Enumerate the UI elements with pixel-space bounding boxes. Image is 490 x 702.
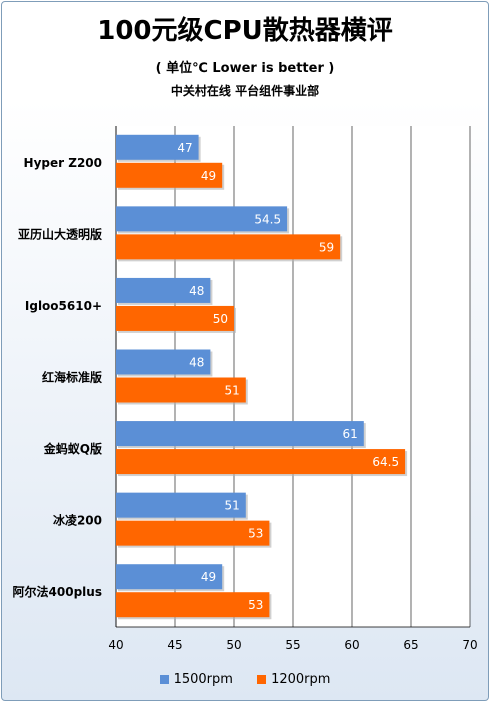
bar-1200rpm [116, 449, 406, 475]
category-label: 亚历山大透明版 [18, 226, 102, 241]
x-tick-label: 55 [285, 638, 300, 652]
legend-label-1500rpm: 1500rpm [173, 672, 233, 687]
bar-value-label: 49 [201, 570, 216, 584]
bar-1500rpm [116, 421, 364, 447]
category-label: Hyper Z200 [24, 156, 102, 170]
category-label: 红海标准版 [42, 370, 102, 385]
bar-value-label: 53 [248, 527, 263, 541]
chart-subtitle: ( 单位℃ Lower is better ) [155, 61, 335, 76]
legend-item-1500rpm: 1500rpm [159, 672, 233, 687]
x-tick-label: 50 [226, 638, 241, 652]
bar-1200rpm [116, 305, 234, 331]
bar-value-label: 61 [343, 427, 358, 441]
category-label: 冰凌200 [53, 513, 102, 528]
x-tick-label: 60 [344, 638, 359, 652]
bar-value-label: 48 [189, 284, 204, 298]
bar-1500rpm [116, 349, 211, 375]
bar-value-label: 54.5 [254, 212, 281, 226]
category-label: 金蚂蚁Q版 [43, 441, 102, 456]
bar-value-label: 51 [225, 384, 240, 398]
legend-item-1200rpm: 1200rpm [257, 672, 330, 687]
legend-label-1200rpm: 1200rpm [271, 672, 331, 687]
chart-source: 中关村在线 平台组件事业部 [170, 84, 320, 98]
x-tick-label: 45 [167, 638, 182, 652]
category-label: Igloo5610+ [25, 299, 102, 313]
bar-1500rpm [116, 277, 211, 303]
bar-value-label: 47 [177, 141, 192, 155]
bar-1200rpm [116, 234, 341, 260]
bar-1500rpm [116, 206, 288, 232]
bar-1200rpm [116, 520, 270, 546]
x-tick-label: 65 [403, 638, 418, 652]
bar-value-label: 53 [248, 598, 263, 612]
bar-1200rpm [116, 162, 223, 188]
x-tick-label: 70 [462, 638, 477, 652]
bar-1500rpm [116, 492, 246, 518]
bar-1200rpm [116, 377, 246, 403]
chart-title: 100元级CPU散热器横评 [97, 16, 393, 46]
bar-1500rpm [116, 134, 199, 160]
bar-value-label: 49 [201, 169, 216, 183]
bar-1500rpm [116, 564, 223, 590]
bar-value-label: 50 [213, 312, 228, 326]
bar-value-label: 48 [189, 356, 204, 370]
legend-swatch-1200rpm [257, 675, 267, 684]
bar-value-label: 64.5 [372, 455, 399, 469]
category-label: 阿尔法400plus [13, 584, 102, 599]
legend: 1500rpm 1200rpm [0, 672, 490, 688]
bar-value-label: 51 [225, 499, 240, 513]
legend-swatch-1500rpm [159, 675, 169, 684]
bar-1200rpm [116, 592, 270, 618]
x-tick-label: 40 [108, 638, 123, 652]
bar-value-label: 59 [319, 240, 334, 254]
